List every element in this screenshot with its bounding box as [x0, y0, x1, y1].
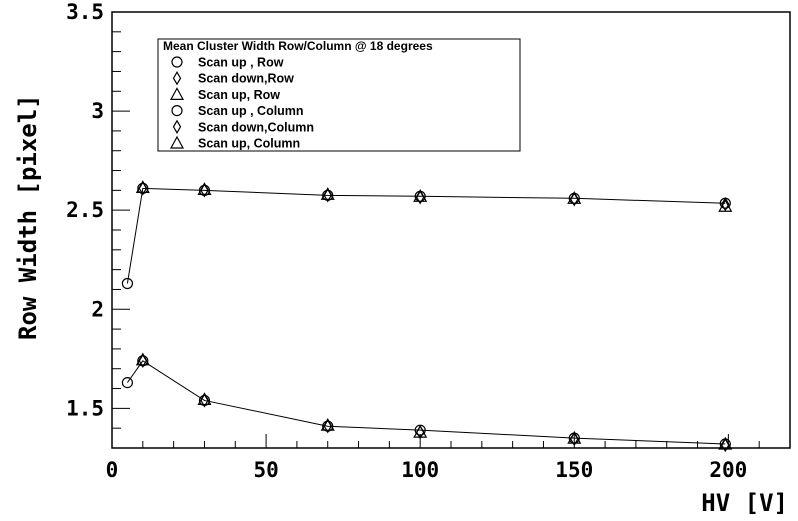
legend: Mean Cluster Width Row/Column @ 18 degre…: [157, 38, 521, 152]
legend-entry-label: Scan up , Row: [198, 56, 284, 70]
legend-marker-triangle: [169, 87, 185, 101]
data-series: [121, 355, 731, 450]
data-point-circle: [121, 277, 134, 290]
y-tick-label: 2: [91, 297, 104, 321]
x-tick-label: 200: [709, 458, 747, 482]
y-tick-label: 2.5: [66, 198, 104, 222]
data-point-triangle: [135, 352, 150, 366]
y-tick-label: 3: [91, 99, 104, 123]
data-series: [121, 182, 731, 290]
y-axis-title: Row Width [pixel]: [14, 94, 42, 340]
data-point-triangle: [320, 187, 335, 200]
x-tick-label: 50: [253, 458, 278, 482]
data-point-circle: [121, 377, 134, 389]
data-point-triangle: [197, 182, 212, 195]
data-point-triangle: [718, 198, 733, 212]
x-axis-title: HV [V]: [701, 489, 788, 517]
legend-marker-circle: [171, 56, 183, 68]
legend-marker-diamond: [172, 71, 182, 86]
x-axis: 0 50 100 150 200: [106, 434, 791, 482]
data-point-triangle: [413, 424, 428, 438]
y-tick-label: 3.5: [66, 0, 104, 24]
y-axis: 1.5 2 2.5 3 3.5: [66, 0, 130, 449]
legend-marker-triangle: [169, 135, 185, 149]
legend-entry-label: Scan down,Row: [198, 72, 294, 86]
data-series: [135, 180, 733, 212]
legend-entry-label: Scan up, Column: [198, 137, 300, 151]
series-line: [126, 187, 726, 284]
series-line: [127, 360, 726, 445]
series-layer: [121, 180, 733, 453]
data-series: [138, 353, 730, 453]
data-point-triangle: [135, 180, 150, 193]
data-point-triangle: [718, 436, 733, 450]
data-point-triangle: [567, 191, 582, 204]
legend-title: Mean Cluster Width Row/Column @ 18 degre…: [163, 39, 433, 53]
legend-entries: Scan up , Row Scan down,Row Scan up, Row Sc…: [169, 56, 314, 151]
y-tick-label: 1.5: [66, 396, 104, 420]
legend-marker-diamond: [172, 119, 182, 134]
data-series: [135, 352, 733, 450]
data-point-triangle: [197, 392, 212, 406]
x-tick-label: 100: [401, 458, 439, 482]
legend-box: [157, 38, 521, 152]
x-tick-label: 150: [555, 458, 593, 482]
legend-entry-label: Scan up, Row: [198, 88, 280, 102]
legend-marker-circle: [171, 104, 183, 117]
data-point-triangle: [413, 189, 428, 202]
x-tick-label: 0: [106, 458, 119, 482]
legend-entry-label: Scan down,Column: [198, 120, 314, 134]
data-point-triangle: [320, 417, 335, 431]
legend-entry-label: Scan up , Column: [198, 104, 304, 118]
data-point-triangle: [567, 430, 582, 444]
data-point-diamond: [721, 197, 730, 212]
